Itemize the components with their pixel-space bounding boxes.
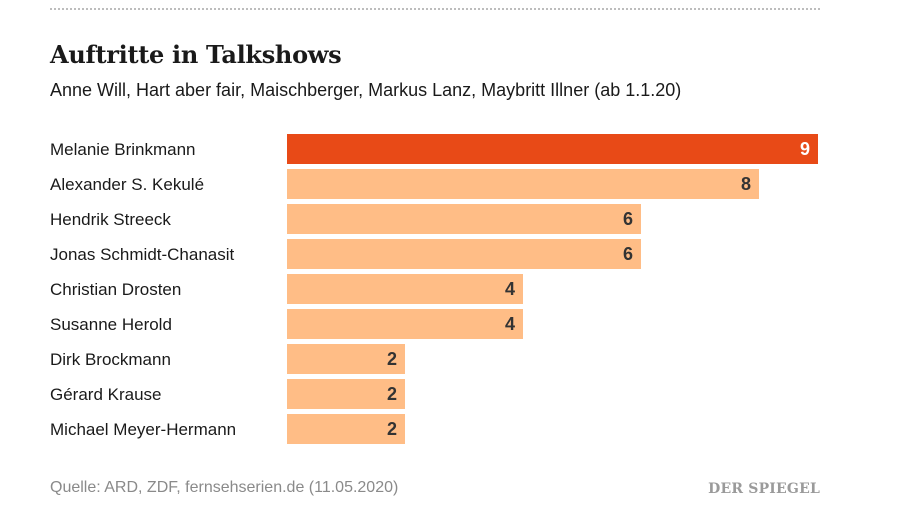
bar [287, 169, 759, 199]
chart-title: Auftritte in Talkshows [50, 40, 342, 69]
source-note: Quelle: ARD, ZDF, fernsehserien.de (11.0… [50, 479, 399, 496]
bar [287, 134, 818, 164]
category-label: Hendrik Streeck [50, 210, 171, 229]
value-label: 6 [623, 209, 633, 229]
value-label: 2 [387, 384, 397, 404]
value-label: 2 [387, 419, 397, 439]
brand-logo: DER SPIEGEL [708, 481, 820, 497]
bar [287, 309, 523, 339]
category-label: Michael Meyer-Hermann [50, 420, 236, 439]
value-label: 2 [387, 349, 397, 369]
top-dotted-divider [50, 8, 820, 10]
bar [287, 379, 405, 409]
bar [287, 344, 405, 374]
category-label: Susanne Herold [50, 315, 172, 334]
value-label: 8 [741, 174, 751, 194]
bar [287, 414, 405, 444]
value-label: 6 [623, 244, 633, 264]
category-label: Dirk Brockmann [50, 350, 171, 369]
value-label: 4 [505, 279, 515, 299]
category-label: Melanie Brinkmann [50, 140, 196, 159]
bar [287, 274, 523, 304]
value-label: 4 [505, 314, 515, 334]
category-label: Alexander S. Kekulé [50, 175, 204, 194]
bar [287, 204, 641, 234]
category-label: Christian Drosten [50, 280, 181, 299]
category-label: Jonas Schmidt-Chanasit [50, 245, 235, 264]
value-label: 9 [800, 139, 810, 159]
category-label: Gérard Krause [50, 385, 162, 404]
bar [287, 239, 641, 269]
chart-subtitle: Anne Will, Hart aber fair, Maischberger,… [50, 80, 682, 100]
